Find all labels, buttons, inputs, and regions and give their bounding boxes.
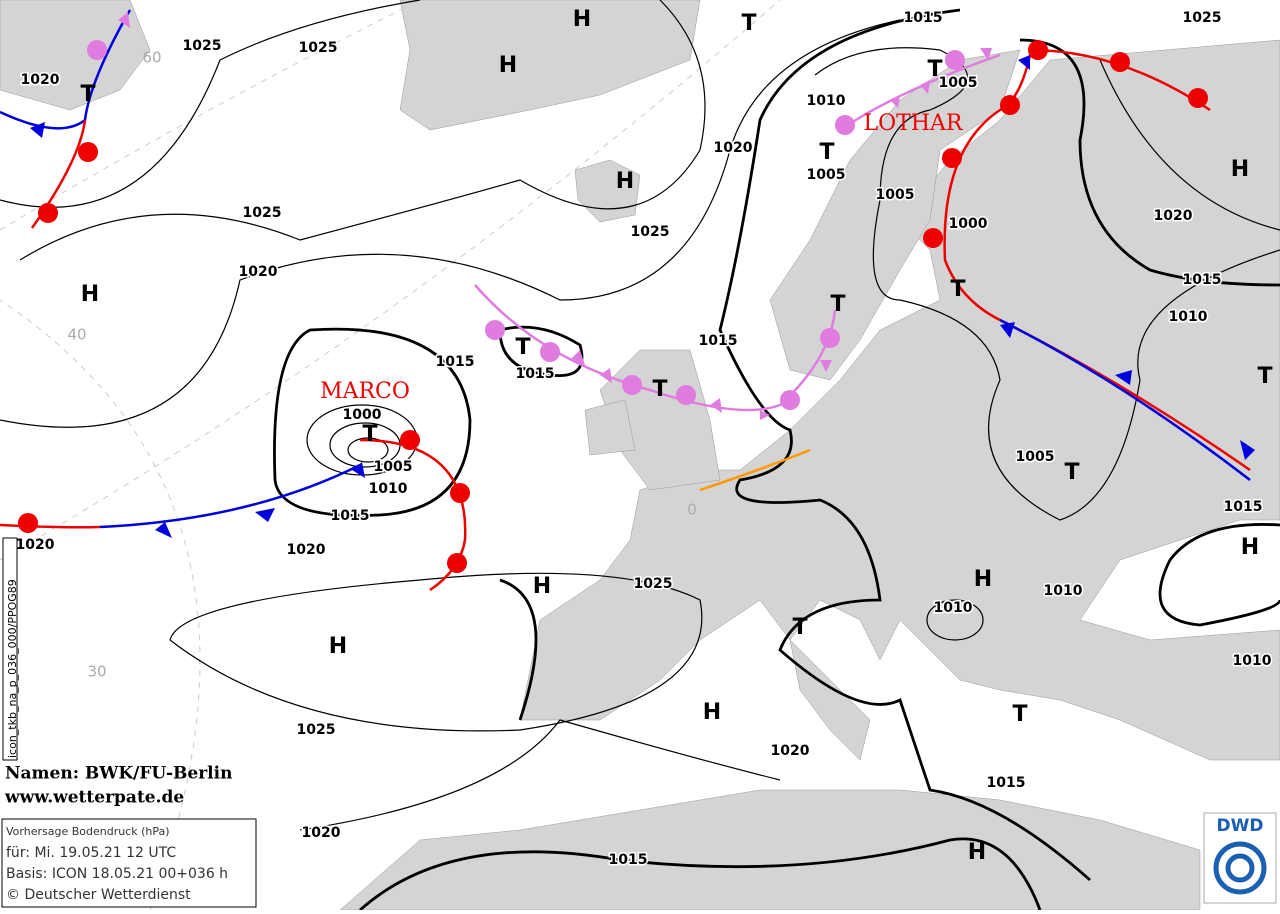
- pressure-center: T: [741, 11, 756, 36]
- isobar-label: 1010: [369, 481, 408, 497]
- isobar-label: 1005: [807, 167, 846, 183]
- info-line: Vorhersage Bodendruck (hPa): [6, 825, 170, 838]
- isobar-label: 1005: [939, 75, 978, 91]
- pressure-center: H: [329, 634, 347, 659]
- latitude-label: 60: [142, 49, 161, 67]
- isobar-label: 1010: [807, 93, 846, 109]
- grid: [0, 0, 781, 911]
- pressure-center: T: [362, 422, 377, 447]
- isobar-label: 1010: [1169, 309, 1208, 325]
- isobar-label: 1020: [287, 542, 326, 558]
- pressure-center: H: [499, 53, 517, 78]
- isobar-label: 1015: [516, 366, 555, 382]
- isobar-label: 1025: [243, 205, 282, 221]
- credit: www.wetterpate.de: [4, 788, 184, 808]
- pressure-center: T: [927, 57, 942, 82]
- pressure-center: T: [1012, 702, 1027, 727]
- isobar-label: 1015: [987, 775, 1026, 791]
- pressure-center: H: [1241, 535, 1259, 560]
- fronts: [0, 9, 1255, 592]
- pressure-center: T: [1257, 364, 1272, 389]
- latitude-label: 0: [687, 501, 697, 519]
- isobar-label: 1005: [374, 459, 413, 475]
- isobar-label: 1020: [771, 743, 810, 759]
- isobar-label: 1020: [302, 825, 341, 841]
- storm-name: LOTHAR: [864, 111, 964, 136]
- isobar-label: 1020: [714, 140, 753, 156]
- pressure-center: T: [830, 292, 845, 317]
- pressure-center: H: [968, 840, 986, 865]
- pressure-center: T: [1064, 460, 1079, 485]
- isobar-label: 1000: [949, 216, 988, 232]
- side-label-box: [2, 537, 18, 761]
- latitude-label: 30: [87, 663, 106, 681]
- isobar-label: 1015: [699, 333, 738, 349]
- pressure-center: T: [792, 615, 807, 640]
- isobar-label: 1010: [1044, 583, 1083, 599]
- isobar-label: 1010: [1233, 653, 1272, 669]
- isobar-label: 1025: [631, 224, 670, 240]
- isobar-label: 1025: [183, 38, 222, 54]
- isobar-label: 1010: [934, 600, 973, 616]
- side-label: icon_tkb_na_p_036_000/PPOG89: [6, 579, 19, 758]
- isobar-label: 1005: [1016, 449, 1055, 465]
- pressure-center: T: [652, 377, 667, 402]
- pressure-center: T: [80, 82, 95, 107]
- pressure-center: H: [81, 282, 99, 307]
- pressure-center: H: [703, 700, 721, 725]
- pressure-center: T: [515, 335, 530, 360]
- isobar-label: 1020: [16, 537, 55, 553]
- info-line: Basis: ICON 18.05.21 00+036 h: [6, 866, 228, 882]
- logo: DWD: [1217, 816, 1264, 836]
- logo-swirl: [1213, 841, 1267, 895]
- latitude-label: 40: [67, 326, 86, 344]
- isobar-label: 1020: [1154, 208, 1193, 224]
- isobar-label: 1025: [297, 722, 336, 738]
- isobar-label: 1015: [609, 852, 648, 868]
- isobar-label: 1015: [1224, 499, 1263, 515]
- isobar-label: 1015: [904, 10, 943, 26]
- isobar-label: 1025: [299, 40, 338, 56]
- credit: Namen: BWK/FU-Berlin: [5, 764, 232, 784]
- isobar-label: 1000: [343, 407, 382, 423]
- pressure-center: H: [616, 169, 634, 194]
- pressure-center: H: [573, 7, 591, 32]
- pressure-center: H: [533, 574, 551, 599]
- isobar-label: 1015: [436, 354, 475, 370]
- isobar-label: 1015: [1183, 272, 1222, 288]
- pressure-center: H: [1231, 157, 1249, 182]
- isobar-label: 1020: [21, 72, 60, 88]
- isobar-label: 1025: [1183, 10, 1222, 26]
- pressure-center: T: [950, 277, 965, 302]
- info-box: [1, 818, 257, 908]
- isobar-label: 1020: [239, 264, 278, 280]
- isobar-label: 1015: [331, 508, 370, 524]
- isobar-label: 1005: [876, 187, 915, 203]
- pressure-center: H: [974, 567, 992, 592]
- info-line: © Deutscher Wetterdienst: [6, 887, 191, 903]
- isobar-label: 1025: [634, 576, 673, 592]
- storm-name: MARCO: [320, 379, 410, 404]
- pressure-center: T: [819, 140, 834, 165]
- info-line: für: Mi. 19.05.21 12 UTC: [6, 845, 176, 861]
